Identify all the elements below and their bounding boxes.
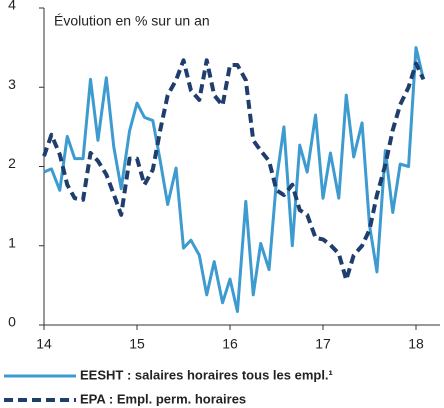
legend-label: EESHT : salaires horaires tous les empl.… bbox=[80, 367, 333, 382]
x-tick-label: 18 bbox=[408, 336, 424, 352]
y-tick-label: 1 bbox=[8, 234, 16, 250]
y-tick-label: 0 bbox=[8, 314, 16, 330]
y-tick-label: 3 bbox=[8, 76, 16, 92]
legend-label: EPA : Empl. perm. horaires bbox=[80, 391, 246, 406]
x-tick-label: 15 bbox=[129, 336, 145, 352]
x-tick-label: 16 bbox=[222, 336, 238, 352]
y-tick-label: 4 bbox=[8, 0, 16, 13]
x-tick-label: 14 bbox=[36, 336, 52, 352]
line-series bbox=[42, 58, 426, 282]
chart-title: Évolution en % sur un an bbox=[54, 13, 210, 29]
x-tick-label: 17 bbox=[315, 336, 331, 352]
y-tick-label: 2 bbox=[8, 155, 16, 171]
line-series bbox=[43, 46, 425, 314]
